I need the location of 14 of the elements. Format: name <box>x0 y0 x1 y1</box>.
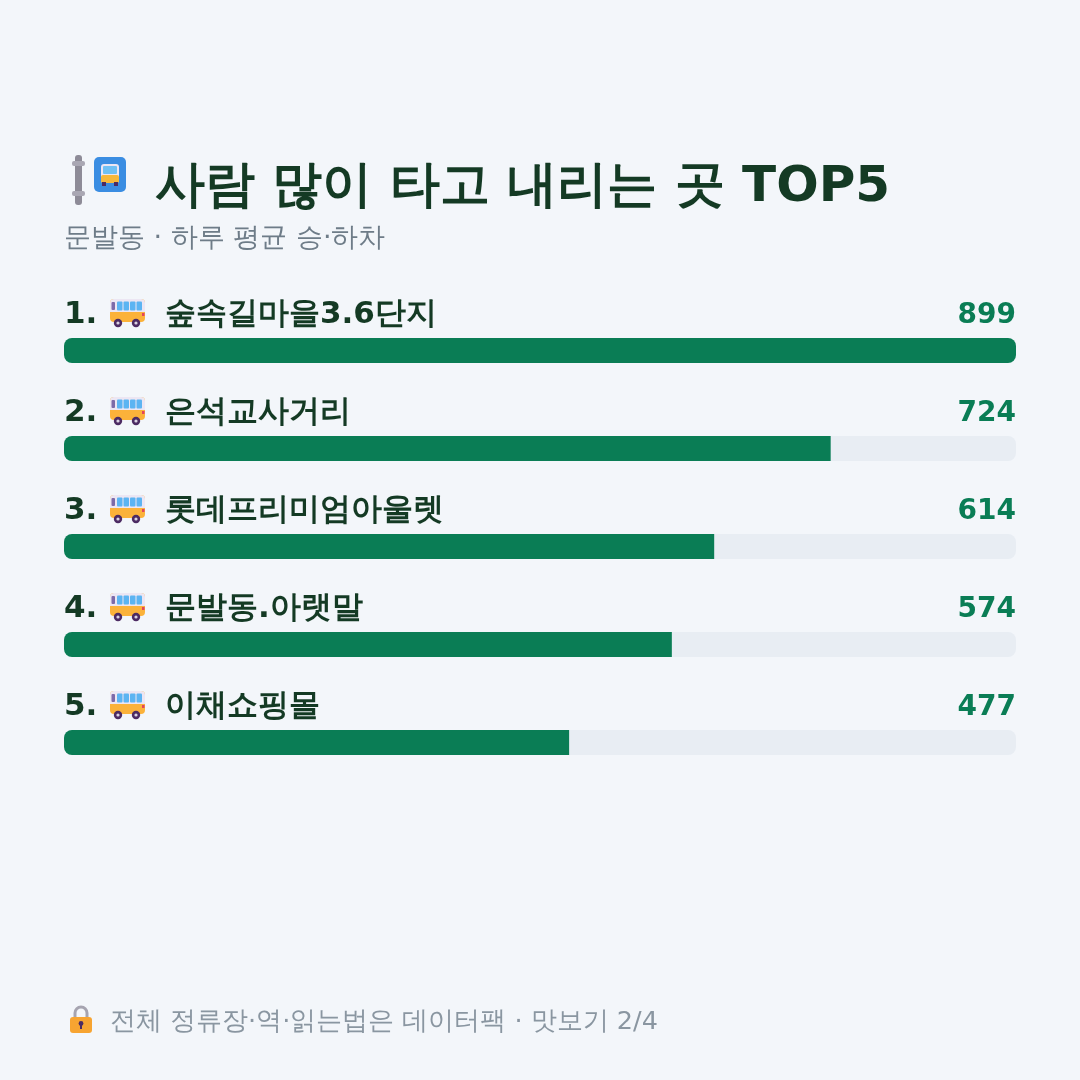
category-label: 1. 숲속길마을3.6단지 <box>64 294 437 330</box>
category-label: 5. 이채쇼핑몰 <box>64 686 320 722</box>
bar <box>64 338 1016 363</box>
text: 전체 정류장·역·읽는법은 데이터팩 · 맛보기 2/4 <box>110 1005 658 1035</box>
category-label: 3. 롯데프리미엄아울렛 <box>64 490 444 526</box>
data-label: 724 <box>957 395 1016 428</box>
category-label: 2. 은석교사거리 <box>64 392 351 428</box>
data-label: 614 <box>957 493 1016 526</box>
data-label: 574 <box>957 591 1016 624</box>
category-label: 4. 문발동.아랫말 <box>64 588 363 624</box>
chart-subtitle: 문발동 · 하루 평균 승·하차 <box>64 221 386 252</box>
data-label: 477 <box>957 689 1016 722</box>
data-label: 899 <box>957 297 1016 330</box>
chart-title: 사람 많이 타고 내리는 곳 TOP5 <box>155 155 891 213</box>
